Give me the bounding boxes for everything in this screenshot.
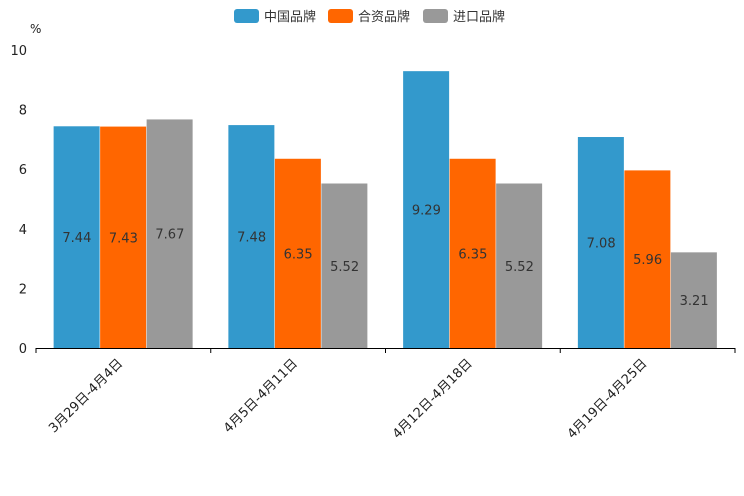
data-label: 7.44 <box>62 231 91 246</box>
data-label: 6.35 <box>284 247 313 262</box>
legend-swatch <box>328 9 353 23</box>
data-label: 7.48 <box>237 231 266 246</box>
bar-1-2 <box>228 125 275 348</box>
bar-2-1 <box>100 126 147 348</box>
bar-3-4 <box>670 252 717 348</box>
y-tick-label: 6 <box>19 163 27 178</box>
legend-label: 中国品牌 <box>264 9 316 25</box>
x-category-label: 4月19日-4月25日 <box>565 356 651 442</box>
data-label: 7.43 <box>109 231 138 246</box>
bars <box>53 71 717 349</box>
bar-3-2 <box>321 183 368 348</box>
bar-1-1 <box>53 126 100 349</box>
legend: 中国品牌 合资品牌 进口品牌 <box>234 9 505 25</box>
bar-2-3 <box>449 158 496 348</box>
y-tick-label: 10 <box>10 44 27 59</box>
y-axis-ticks: 0 2 4 6 8 10 <box>10 44 27 357</box>
y-axis-unit: % <box>30 22 41 36</box>
bar-2-4 <box>624 170 671 348</box>
legend-swatch <box>423 9 448 23</box>
legend-swatch <box>234 9 259 23</box>
x-axis: 3月29日-4月4日 4月5日-4月11日 4月12日-4月18日 4月19日-4月2… <box>35 348 736 442</box>
x-category-label: 3月29日-4月4日 <box>46 356 126 436</box>
y-tick-label: 4 <box>19 223 27 238</box>
legend-label: 进口品牌 <box>453 9 505 25</box>
y-tick-label: 8 <box>19 104 27 119</box>
data-labels: 7.44 7.43 7.67 7.48 6.35 5.52 9.29 6.35 5.52 7.08… <box>62 204 708 310</box>
bar-1-3 <box>403 71 450 349</box>
y-tick-label: 0 <box>19 342 27 357</box>
data-label: 9.29 <box>412 204 441 219</box>
bar-3-1 <box>146 119 193 349</box>
data-label: 5.52 <box>330 260 359 275</box>
x-category-label: 4月5日-4月11日 <box>221 356 301 436</box>
x-category-label: 4月12日-4月18日 <box>390 356 476 442</box>
data-label: 6.35 <box>458 247 487 262</box>
bar-1-4 <box>577 137 624 348</box>
bar-2-2 <box>274 158 321 348</box>
data-label: 7.67 <box>155 228 184 243</box>
data-label: 3.21 <box>680 294 709 309</box>
bar-3-3 <box>496 183 543 348</box>
data-label: 7.08 <box>587 237 616 252</box>
legend-label: 合资品牌 <box>358 9 410 25</box>
data-label: 5.52 <box>505 260 534 275</box>
y-tick-label: 2 <box>19 282 27 297</box>
data-label: 5.96 <box>633 253 662 268</box>
